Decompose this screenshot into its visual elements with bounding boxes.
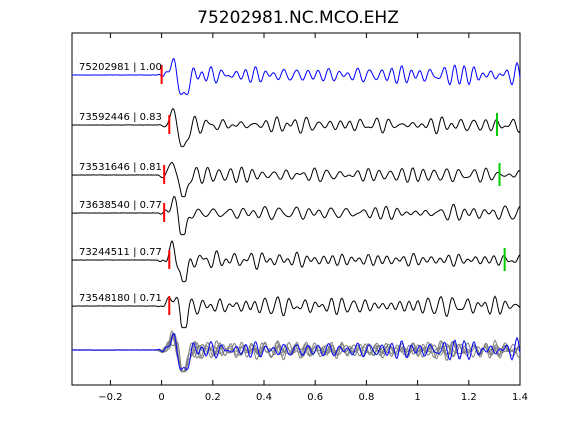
trace-label: 73548180 | 0.71 xyxy=(79,293,162,304)
stack-trace xyxy=(71,332,521,373)
x-tick-label: 1.4 xyxy=(512,392,528,403)
x-tick-label: −0.2 xyxy=(98,392,122,403)
trace-group xyxy=(71,57,521,329)
trace-line xyxy=(71,161,521,198)
trace-labels: 75202981 | 1.00 73592446 | 0.83 73531646 |… xyxy=(79,62,162,304)
pick-markers xyxy=(160,65,506,315)
stack-trace xyxy=(71,332,521,373)
chart-title: 75202981.NC.MCO.EHZ xyxy=(197,8,399,28)
trace-label: 73244511 | 0.77 xyxy=(79,247,162,258)
x-tick-label: 0 xyxy=(158,392,164,403)
x-tick-label: 1.2 xyxy=(461,392,477,403)
trace-line xyxy=(71,195,521,236)
stack-reference-trace xyxy=(71,332,521,371)
trace-line xyxy=(71,107,521,148)
x-tick-label: 0.6 xyxy=(307,392,323,403)
x-tick-label: 1 xyxy=(414,392,420,403)
trace-label: 73592446 | 0.83 xyxy=(79,112,162,123)
trace-line xyxy=(71,57,521,96)
stacked-traces xyxy=(71,329,521,373)
plot-frame xyxy=(71,32,521,386)
trace-label: 75202981 | 1.00 xyxy=(79,62,162,73)
trace-label: 73638540 | 0.77 xyxy=(79,200,162,211)
trace-label: 73531646 | 0.81 xyxy=(79,162,162,173)
x-tick-label: 0.4 xyxy=(256,392,272,403)
trace-line xyxy=(71,295,521,329)
x-tick-label: 0.2 xyxy=(205,392,221,403)
trace-line xyxy=(71,239,521,283)
x-axis: −0.2 0 0.2 0.4 0.6 0.8 1 1.2 1.4 xyxy=(98,33,528,403)
x-tick-label: 0.8 xyxy=(358,392,374,403)
